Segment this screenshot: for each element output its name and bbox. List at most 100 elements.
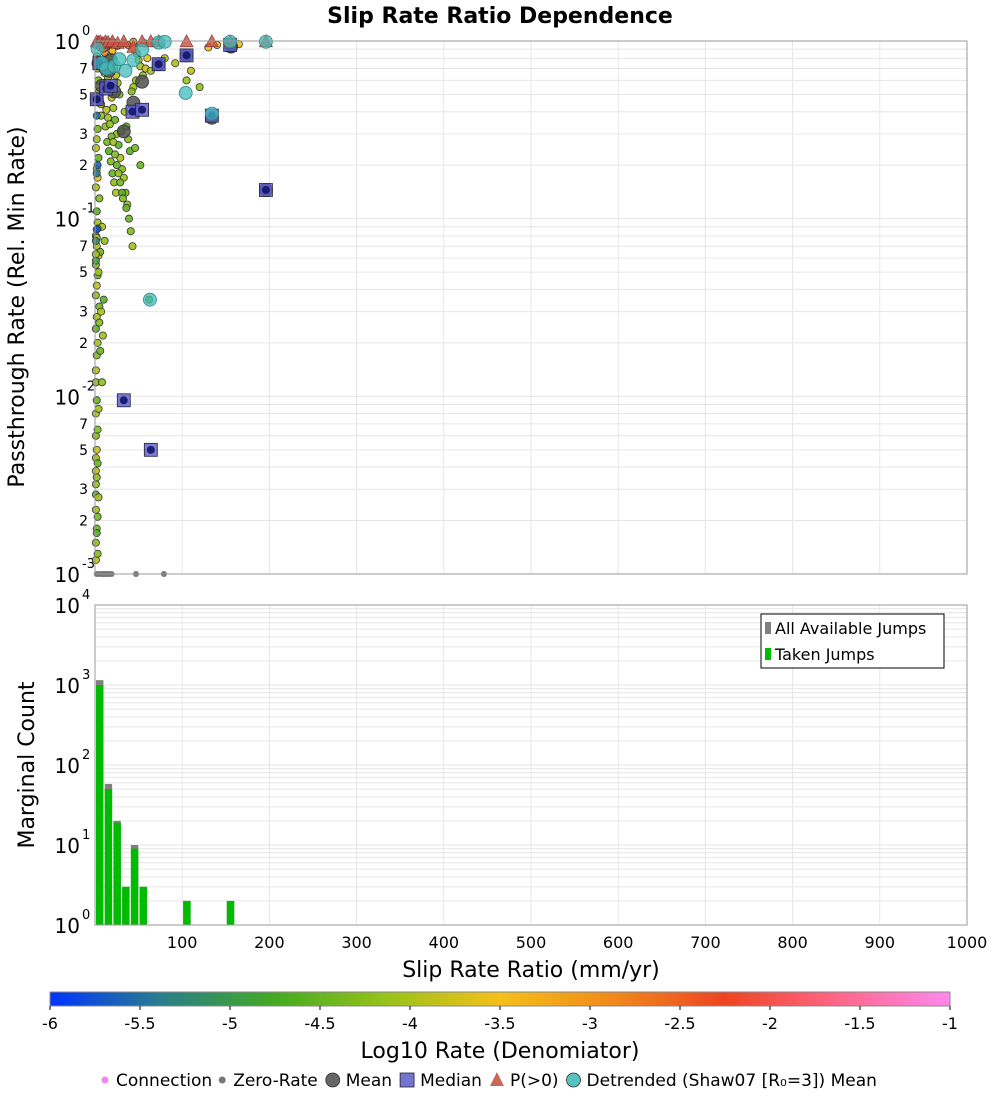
connection-point [91, 324, 100, 333]
x-tick-label: 400 [429, 933, 460, 952]
connection-point [94, 268, 103, 277]
top-y-tick-label: 2 [79, 158, 88, 174]
connection-point [112, 161, 121, 170]
colorbar-tick-label: -1.5 [844, 1014, 875, 1033]
colorbar-tick-label: -4.5 [304, 1014, 335, 1033]
x-axis-label: Slip Rate Ratio (mm/yr) [402, 958, 660, 983]
connection-point [93, 549, 102, 558]
connection-point [97, 378, 106, 387]
median-point-center [119, 396, 128, 405]
bottom-y-tick-label: 10 [55, 674, 80, 698]
connection-point [92, 281, 101, 290]
colorbar-gradient [49, 991, 951, 1007]
connection-point [104, 147, 113, 156]
connection-point [92, 111, 101, 120]
connection-point [118, 194, 127, 203]
connection-point [125, 214, 134, 223]
top-y-tick-label: 10 [55, 30, 80, 54]
connection-point [105, 120, 114, 129]
median-point-center [138, 105, 147, 114]
connection-point [104, 113, 113, 122]
top-y-tick-exponent: 0 [82, 24, 90, 39]
median-point-center [182, 51, 191, 60]
marker-legend-label: Zero-Rate [233, 1071, 318, 1091]
connection-point [126, 227, 135, 236]
median-point-center [92, 95, 101, 104]
connection-point [100, 236, 109, 245]
bars-legend: All Available Jumps Taken Jumps [760, 613, 945, 669]
marker-legend-label: Connection [116, 1071, 212, 1091]
colorbar-tick-label: -2 [762, 1014, 778, 1033]
legend-dot-icon [218, 1076, 226, 1084]
colorbar-tick-label: -4 [402, 1014, 418, 1033]
bars-legend-frame [760, 613, 945, 669]
bars-legend-swatch [765, 622, 771, 634]
connection-point [91, 183, 100, 192]
colorbar-label: Log10 Rate (Denomiator) [361, 1039, 640, 1064]
bars-legend-label: All Available Jumps [775, 619, 926, 638]
connection-point [93, 161, 102, 170]
connection-point [136, 161, 145, 170]
bottom-y-tick-exponent: 1 [82, 828, 90, 843]
connection-point [97, 307, 106, 316]
bar-taken [226, 900, 235, 925]
x-tick-label: 600 [603, 933, 634, 952]
connection-point [109, 103, 118, 112]
top-plot-frame [94, 40, 968, 575]
detrended-mean-point [259, 34, 273, 49]
top-y-tick-label: 7 [79, 239, 88, 255]
top-y-tick-label: 2 [79, 514, 88, 530]
marker-legend-item: P(>0) [489, 1071, 559, 1091]
connection-point [91, 366, 100, 375]
bar-taken [139, 886, 148, 925]
top-y-tick-exponent: -1 [82, 202, 95, 217]
median-point-center [154, 60, 163, 69]
detrended-mean-point [223, 34, 238, 49]
x-tick-label: 900 [865, 933, 896, 952]
legend-circle-icon [325, 1072, 341, 1088]
median-point-center [261, 185, 270, 194]
connection-point [131, 143, 140, 152]
bottom-y-tick-label: 10 [55, 834, 80, 858]
colorbar-tick-label: -2.5 [664, 1014, 695, 1033]
top-y-tick-label: 5 [79, 265, 88, 281]
colorbar-tick-label: -1 [942, 1014, 958, 1033]
mean-point [116, 124, 131, 139]
connection-point [95, 194, 104, 203]
connection-point [91, 291, 100, 300]
median-point-center [146, 445, 155, 454]
colorbar-tick-label: -5 [222, 1014, 238, 1033]
marker-legend-item: Mean [325, 1071, 392, 1091]
connection-point [122, 203, 131, 212]
connection-point [92, 225, 101, 234]
median-point-center [128, 107, 137, 116]
x-tick-label: 800 [777, 933, 808, 952]
connection-point [99, 295, 108, 304]
connection-point [91, 236, 100, 245]
connection-point [92, 396, 101, 405]
colorbar-tick-label: -3 [582, 1014, 598, 1033]
colorbar-tick-label: -6 [42, 1014, 58, 1033]
detrended-mean-point [157, 34, 172, 49]
connection-point [186, 66, 195, 75]
connection-point [92, 473, 101, 482]
top-y-tick-exponent: -2 [82, 379, 95, 394]
connection-point [93, 425, 102, 434]
connection-point [171, 59, 180, 68]
mean-point [135, 74, 149, 89]
connection-point [102, 105, 111, 114]
x-tick-label: 100 [167, 933, 198, 952]
top-y-axis-label: Passthrough Rate (Rel. Min Rate) [5, 126, 30, 487]
top-y-tick-label: 10 [55, 385, 80, 409]
top-y-tick-label: 7 [79, 417, 88, 433]
connection-point [95, 318, 104, 327]
bottom-y-axis-label: Marginal Count [15, 681, 40, 848]
detrended-mean-point [178, 86, 193, 100]
marker-legend-label: Median [420, 1071, 482, 1091]
bar-taken [96, 685, 104, 925]
connection-point [91, 538, 100, 547]
bar-taken [104, 789, 113, 925]
chart-title: Slip Rate Ratio Dependence [327, 4, 673, 29]
bottom-y-tick-exponent: 2 [82, 748, 90, 763]
